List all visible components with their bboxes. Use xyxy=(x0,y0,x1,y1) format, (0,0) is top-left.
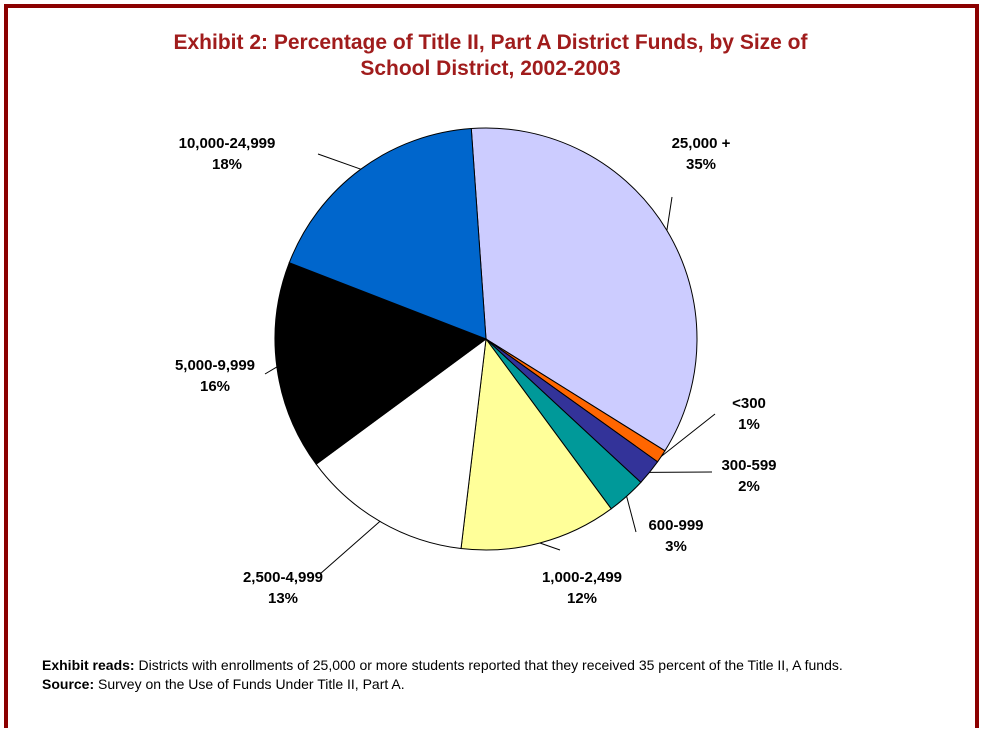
source-label: Source: xyxy=(42,676,95,692)
exhibit-reads-label: Exhibit reads: xyxy=(42,657,135,673)
slice-category-label: 5,000-9,999 xyxy=(175,357,255,374)
pie-slice-2-500-4-999 xyxy=(315,337,487,550)
slice-category-label: 1,000-2,499 xyxy=(542,569,622,586)
slice-category-label: 600-999 xyxy=(648,517,703,534)
pie-slice-25-000 xyxy=(470,127,698,452)
slice-percent-label: 16% xyxy=(200,378,230,395)
pie-chart: 25,000 + 35% <300 1% 300-599 2% 600-999 3% 1,000… xyxy=(175,127,777,607)
chart-title: Exhibit 2: Percentage of Title II, Part … xyxy=(0,30,981,82)
leader-line xyxy=(539,542,561,551)
leader-line xyxy=(666,196,673,231)
slice-percent-label: 12% xyxy=(567,590,597,607)
exhibit-notes: Exhibit reads: Districts with enrollment… xyxy=(42,656,962,694)
slice-category-label: 25,000 + xyxy=(672,135,731,152)
slice-percent-label: 13% xyxy=(268,590,298,607)
leader-line xyxy=(264,366,278,375)
chart-title-line-2: School District, 2002-2003 xyxy=(360,57,621,80)
slice-category-label: 300-599 xyxy=(721,457,776,474)
leader-line xyxy=(660,413,716,457)
exhibit-frame xyxy=(4,4,979,728)
slice-percent-label: 18% xyxy=(212,156,242,173)
chart-title-line-1: Exhibit 2: Percentage of Title II, Part … xyxy=(173,31,808,54)
slice-category-label: <300 xyxy=(732,395,766,412)
leader-line xyxy=(319,521,381,575)
exhibit-reads-note: Exhibit reads: Districts with enrollment… xyxy=(42,656,962,675)
slice-percent-label: 1% xyxy=(738,416,760,433)
slice-category-label: 2,500-4,999 xyxy=(243,569,323,586)
slice-percent-label: 2% xyxy=(738,478,760,495)
leader-line xyxy=(317,153,361,170)
slice-percent-label: 3% xyxy=(665,538,687,555)
slice-category-label: 10,000-24,999 xyxy=(179,135,276,152)
source-text: Survey on the Use of Funds Under Title I… xyxy=(94,676,405,692)
source-note: Source: Survey on the Use of Funds Under… xyxy=(42,675,962,694)
leader-line xyxy=(626,496,637,533)
exhibit-reads-text: Districts with enrollments of 25,000 or … xyxy=(134,657,843,673)
slice-percent-label: 35% xyxy=(686,156,716,173)
